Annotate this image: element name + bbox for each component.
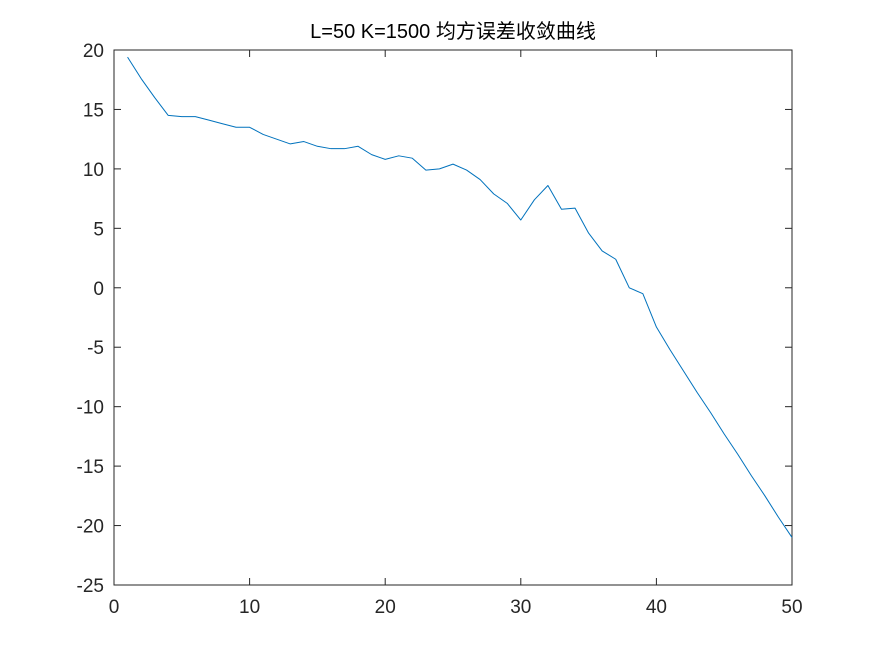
x-tick-label: 20: [375, 597, 396, 618]
y-tick-label: -25: [77, 576, 104, 597]
x-tick-label: 10: [239, 597, 260, 618]
x-tick-label: 40: [646, 597, 667, 618]
y-tick-label: 5: [93, 219, 104, 240]
y-tick-label: 10: [83, 160, 104, 181]
chart-title: L=50 K=1500 均方误差收敛曲线: [310, 20, 596, 43]
y-tick-label: -20: [77, 517, 104, 538]
x-tick-label: 50: [781, 597, 802, 618]
y-tick-label: 15: [83, 100, 104, 121]
y-tick-label: 20: [83, 41, 104, 62]
series-layer: [127, 56, 793, 538]
axis-ticks: 0 10 20 30 40 50 -25 -20 -15 -10 -5 0 5 10 15 20: [77, 41, 803, 618]
x-tick-label: 30: [510, 597, 531, 618]
y-tick-label: -15: [77, 457, 104, 478]
y-tick-label: -5: [87, 338, 104, 359]
y-tick-label: -10: [77, 398, 104, 419]
series-line: [127, 56, 793, 538]
y-tick-label: 0: [93, 279, 104, 300]
plot-area: [113, 49, 793, 586]
x-tick-label: 0: [109, 597, 120, 618]
